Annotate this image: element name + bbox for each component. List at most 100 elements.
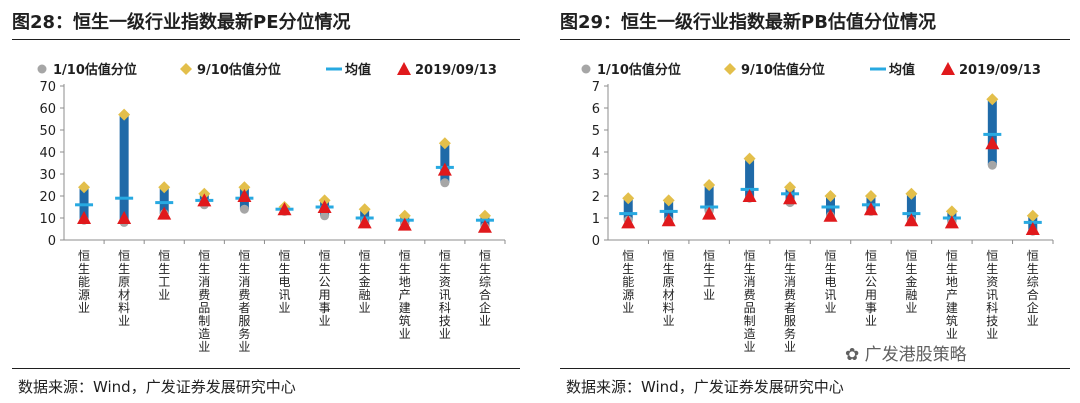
mean-point bbox=[821, 205, 840, 209]
category-label-char: 恒 bbox=[1027, 249, 1039, 263]
p90-point bbox=[1026, 209, 1039, 222]
pb-chart-title: 图29：恒生一级行业指数最新PB估值分位情况 bbox=[560, 12, 936, 33]
category-label-char: 制 bbox=[198, 314, 210, 328]
category-label: 恒生原材料业 bbox=[663, 249, 675, 328]
category-label-char: 企 bbox=[479, 300, 491, 315]
mean-point bbox=[115, 196, 134, 200]
category-label-char: 恒 bbox=[986, 249, 998, 263]
category-label-char: 费 bbox=[784, 288, 796, 302]
latest-point bbox=[742, 189, 757, 202]
category-label-char: 生 bbox=[238, 262, 250, 276]
category-label-char: 生 bbox=[986, 262, 998, 276]
pe-source-note: 数据来源：Wind，广发证券发展研究中心 bbox=[18, 378, 296, 396]
title-divider bbox=[560, 39, 1070, 40]
category-label: 恒生资讯科技业 bbox=[986, 249, 998, 341]
category-label-char: 造 bbox=[744, 327, 756, 341]
category-label-char: 产 bbox=[946, 288, 958, 302]
category-label-char: 原 bbox=[118, 275, 130, 289]
range-bar bbox=[159, 187, 169, 214]
category-label: 恒生资讯科技业 bbox=[439, 249, 451, 341]
p90-point bbox=[662, 194, 675, 207]
y-tick-label: 6 bbox=[592, 102, 600, 117]
category-label-char: 服 bbox=[238, 314, 250, 328]
p90-point bbox=[238, 181, 251, 194]
category-label-char: 生 bbox=[663, 262, 675, 276]
category-label-char: 恒 bbox=[238, 249, 250, 263]
category-label-char: 地 bbox=[946, 275, 958, 289]
category-label-char: 恒 bbox=[663, 249, 675, 263]
range-bar bbox=[906, 193, 916, 221]
latest-point bbox=[237, 189, 252, 202]
p90-point bbox=[986, 93, 999, 106]
p90-point bbox=[945, 205, 958, 218]
p90-point bbox=[622, 192, 635, 205]
category-label: 恒生综合企业 bbox=[479, 249, 491, 328]
y-tick-label: 10 bbox=[39, 212, 56, 227]
category-label-char: 讯 bbox=[439, 288, 451, 302]
category-label-char: 业 bbox=[946, 327, 958, 341]
legend-mean-marker bbox=[870, 67, 886, 71]
category-label-char: 业 bbox=[319, 314, 331, 328]
pb-source-note: 数据来源：Wind，广发证券发展研究中心 bbox=[566, 378, 844, 396]
latest-point bbox=[863, 202, 878, 216]
category-label-char: 用 bbox=[319, 288, 331, 302]
category-label-char: 生 bbox=[479, 262, 491, 276]
category-label-char: 业 bbox=[238, 340, 250, 354]
pe-chart-title: 图28：恒生一级行业指数最新PE分位情况 bbox=[12, 12, 351, 33]
category-label-char: 恒 bbox=[703, 249, 715, 263]
category-label-char: 电 bbox=[278, 275, 290, 289]
category-label-char: 费 bbox=[198, 288, 210, 302]
category-label-char: 生 bbox=[118, 262, 130, 276]
legend-p90-marker bbox=[180, 63, 192, 75]
category-label-char: 讯 bbox=[824, 288, 836, 302]
y-tick-label: 5 bbox=[592, 124, 600, 139]
category-label-char: 金 bbox=[359, 274, 371, 289]
legend-latest-marker bbox=[941, 62, 955, 75]
p10-point bbox=[987, 160, 997, 170]
category-label: 恒生消费者服务业 bbox=[238, 249, 250, 354]
category-label-char: 恒 bbox=[399, 249, 411, 263]
category-label-char: 品 bbox=[198, 301, 210, 315]
category-label-char: 业 bbox=[1027, 314, 1039, 328]
category-label-char: 地 bbox=[399, 275, 411, 289]
y-tick-label: 1 bbox=[592, 212, 600, 227]
category-label-char: 消 bbox=[744, 275, 756, 289]
pe-panel: 图28：恒生一级行业指数最新PE分位情况 1/10估值分位 9/10估值分位 均值 2… bbox=[0, 0, 530, 403]
range-bar bbox=[623, 198, 633, 221]
legend-p90-marker bbox=[724, 63, 736, 75]
p90-point bbox=[438, 137, 451, 150]
category-label-char: 生 bbox=[703, 262, 715, 276]
category-label-char: 业 bbox=[784, 340, 796, 354]
p90-point bbox=[784, 181, 797, 194]
category-label-char: 恒 bbox=[744, 249, 756, 263]
latest-point bbox=[944, 215, 959, 229]
category-label-char: 恒 bbox=[359, 249, 371, 263]
latest-point bbox=[117, 211, 132, 224]
category-label-char: 费 bbox=[238, 288, 250, 302]
range-bar bbox=[745, 158, 755, 199]
category-label-char: 生 bbox=[905, 262, 917, 276]
category-label-char: 能 bbox=[78, 275, 90, 289]
mean-point bbox=[659, 209, 678, 213]
latest-point bbox=[277, 202, 292, 216]
legend-p10-marker bbox=[581, 64, 591, 74]
y-tick-label: 70 bbox=[39, 80, 56, 95]
category-label-char: 生 bbox=[865, 262, 877, 276]
category-label-char: 恒 bbox=[784, 249, 796, 263]
category-label-char: 公 bbox=[865, 275, 877, 289]
category-label-char: 生 bbox=[78, 262, 90, 276]
range-bar bbox=[704, 185, 714, 212]
category-label-char: 讯 bbox=[278, 288, 290, 302]
category-label-char: 金 bbox=[905, 274, 917, 289]
category-label: 恒生原材料业 bbox=[118, 249, 130, 328]
category-label-char: 建 bbox=[399, 301, 411, 315]
y-tick-label: 40 bbox=[39, 146, 56, 161]
y-tick-label: 3 bbox=[592, 168, 600, 183]
latest-point bbox=[783, 191, 798, 205]
latest-point bbox=[317, 200, 332, 213]
category-label-char: 消 bbox=[784, 275, 796, 289]
category-label-char: 生 bbox=[439, 262, 451, 276]
category-label-char: 源 bbox=[78, 288, 90, 302]
y-tick-label: 7 bbox=[592, 80, 600, 95]
category-label-char: 者 bbox=[784, 301, 796, 315]
